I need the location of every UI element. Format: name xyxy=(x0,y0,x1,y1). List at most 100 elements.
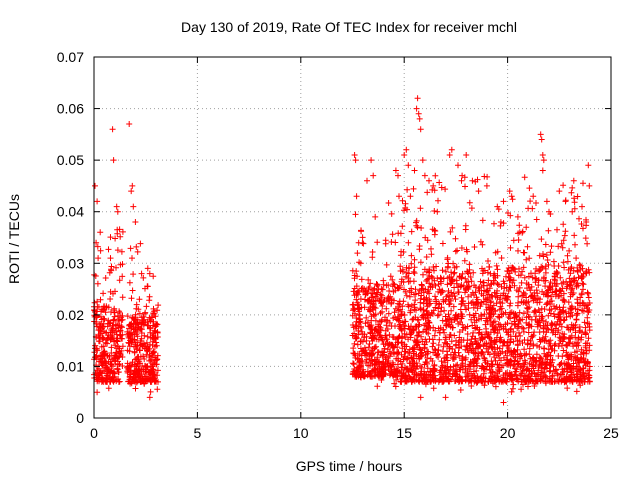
data-point xyxy=(475,316,482,323)
data-point xyxy=(506,302,513,309)
data-point xyxy=(349,322,356,328)
data-point xyxy=(544,356,551,363)
data-point xyxy=(435,305,442,312)
data-point xyxy=(474,296,481,303)
data-point xyxy=(464,337,471,344)
data-point xyxy=(584,340,591,347)
data-point xyxy=(413,341,420,348)
data-point xyxy=(107,334,114,341)
data-point xyxy=(356,287,362,294)
data-point xyxy=(559,371,565,378)
data-point xyxy=(465,363,472,370)
data-point xyxy=(457,366,464,373)
data-point xyxy=(420,374,427,381)
data-point xyxy=(379,348,386,355)
data-point xyxy=(515,360,522,367)
data-point xyxy=(427,283,434,290)
data-point xyxy=(137,240,144,247)
data-point xyxy=(509,279,516,286)
data-point xyxy=(426,319,432,326)
data-point xyxy=(556,311,563,318)
data-point xyxy=(580,365,587,371)
data-point xyxy=(413,219,419,226)
data-point xyxy=(460,282,467,289)
data-point xyxy=(568,303,575,310)
data-point xyxy=(113,203,120,210)
data-point xyxy=(525,273,532,280)
data-point xyxy=(538,305,545,312)
data-point xyxy=(487,309,493,316)
data-point xyxy=(473,367,480,374)
data-point xyxy=(436,377,443,384)
data-point xyxy=(358,276,365,283)
data-point xyxy=(416,287,423,294)
data-point xyxy=(97,352,104,359)
data-point xyxy=(465,270,472,277)
data-point xyxy=(452,248,459,255)
data-point xyxy=(519,316,526,323)
data-point xyxy=(565,324,572,331)
data-point xyxy=(388,323,395,330)
data-point xyxy=(397,325,404,332)
data-point xyxy=(568,264,575,271)
data-point xyxy=(512,368,519,375)
data-point xyxy=(517,272,524,279)
data-point xyxy=(141,356,148,362)
data-point xyxy=(437,376,444,382)
data-point xyxy=(514,325,521,332)
data-point xyxy=(411,306,418,313)
data-point xyxy=(144,377,151,384)
data-point xyxy=(520,264,527,271)
y-tick-label: 0.06 xyxy=(57,101,84,117)
data-point xyxy=(131,348,138,355)
data-point xyxy=(558,288,564,295)
data-point xyxy=(521,373,528,380)
data-point xyxy=(103,330,109,336)
data-point xyxy=(484,349,491,356)
data-point xyxy=(578,290,585,297)
data-point xyxy=(466,311,473,318)
data-point xyxy=(372,366,378,373)
data-point xyxy=(507,244,514,251)
data-point xyxy=(453,277,460,284)
data-point xyxy=(395,355,402,362)
data-point xyxy=(152,313,159,320)
data-point xyxy=(95,304,102,310)
data-point xyxy=(522,300,529,306)
data-point xyxy=(537,354,544,361)
data-point xyxy=(549,329,556,336)
data-point xyxy=(430,307,437,314)
data-point xyxy=(484,287,491,294)
data-point xyxy=(444,281,451,288)
data-point xyxy=(505,345,512,351)
data-point xyxy=(350,301,357,308)
data-point xyxy=(470,372,477,379)
data-point xyxy=(128,295,135,302)
data-point xyxy=(435,197,441,204)
data-point xyxy=(393,365,400,372)
data-point xyxy=(554,329,561,336)
data-point xyxy=(560,259,567,266)
data-point xyxy=(417,205,424,212)
data-point xyxy=(351,285,358,292)
data-point xyxy=(358,328,365,335)
data-point xyxy=(366,341,373,347)
data-point xyxy=(555,263,562,269)
data-point xyxy=(532,279,539,286)
data-point xyxy=(456,352,463,359)
data-point xyxy=(464,284,471,291)
data-point xyxy=(450,260,457,267)
data-point xyxy=(113,264,119,271)
data-point xyxy=(566,363,573,370)
data-point xyxy=(458,294,465,301)
data-point xyxy=(543,318,549,325)
data-point xyxy=(555,243,562,250)
data-point xyxy=(150,273,157,280)
data-point xyxy=(366,353,373,360)
data-point xyxy=(412,286,419,293)
data-point xyxy=(385,353,392,359)
data-point xyxy=(519,340,526,346)
data-point xyxy=(568,189,575,196)
data-point xyxy=(414,224,421,231)
